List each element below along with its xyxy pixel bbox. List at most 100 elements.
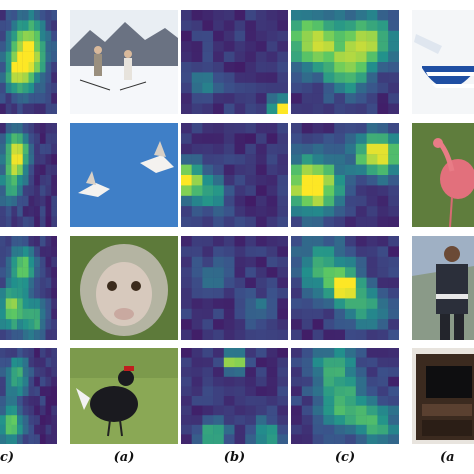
heatmap-cell: [291, 319, 303, 330]
heatmap-cell: [277, 405, 288, 416]
heatmap-cell: [323, 154, 335, 165]
heatmap-cell: [301, 216, 313, 227]
heatmap-cell: [366, 123, 378, 134]
heatmap-cell: [5, 62, 12, 73]
heatmap-cell: [0, 329, 6, 340]
heatmap-cell: [34, 164, 41, 176]
heatmap-cell: [312, 396, 324, 406]
heatmap-cell: [266, 195, 278, 207]
heatmap-cell: [388, 82, 399, 94]
heatmap-cell: [334, 10, 346, 21]
heatmap-cell: [291, 185, 303, 197]
heatmap-cell: [301, 195, 313, 207]
heatmap-cell: [312, 20, 324, 32]
heatmap-cell: [234, 396, 246, 406]
heatmap-cell: [223, 288, 235, 299]
heatmap-cell: [266, 367, 278, 377]
heatmap-cell: [234, 62, 246, 73]
heatmap-cell: [345, 236, 357, 247]
heatmap-cell: [34, 175, 41, 186]
heatmap-cell: [17, 154, 23, 165]
heatmap-cell: [245, 216, 257, 227]
heatmap-cell: [34, 396, 41, 406]
heatmap-cell: [191, 236, 203, 247]
heatmap-cell: [51, 143, 57, 155]
heatmap-cell: [323, 357, 335, 368]
heatmap-cell: [277, 123, 288, 134]
heatmap-cell: [181, 82, 192, 94]
heatmap-cell: [377, 30, 389, 42]
heatmap-cell: [323, 62, 335, 73]
heatmap-cell: [355, 123, 367, 134]
heatmap-cell: [45, 277, 52, 289]
heatmap-cell: [5, 93, 12, 104]
heatmap-cell: [234, 103, 246, 114]
heatmap-cell: [34, 206, 41, 217]
heatmap-cell: [202, 319, 214, 330]
heatmap-cell: [301, 308, 313, 320]
heatmap-cell: [191, 386, 203, 397]
heatmap-cell: [266, 154, 278, 165]
heatmap-cell: [191, 405, 203, 416]
heatmap-cell: [0, 277, 6, 289]
heatmap-cell: [388, 195, 399, 207]
heatmap-cell: [277, 133, 288, 145]
heatmap-cell: [255, 133, 267, 145]
heatmap-cell: [5, 386, 12, 397]
heatmap-grid: [291, 10, 399, 114]
heatmap-cell: [255, 348, 267, 358]
heatmap-cell: [202, 20, 214, 32]
heatmap-cell: [202, 376, 214, 387]
heatmap-cell: [345, 348, 357, 358]
heatmap-cell: [5, 20, 12, 32]
heatmap-cell: [17, 405, 23, 416]
heatmap-cell: [22, 51, 29, 63]
heatmap-cell: [277, 267, 288, 278]
heatmap-cell: [39, 164, 46, 176]
heatmap-cell: [213, 396, 225, 406]
heatmap-cell: [234, 206, 246, 217]
heatmap-cell: [301, 10, 313, 21]
heatmap-cell: [51, 62, 57, 73]
heatmap-cell: [34, 367, 41, 377]
heatmap-cell: [39, 10, 46, 21]
heatmap-cell: [17, 357, 23, 368]
heatmap-cell: [345, 195, 357, 207]
heatmap-cell: [245, 376, 257, 387]
heatmap-cell: [301, 256, 313, 268]
heatmap-cell: [366, 51, 378, 63]
heatmap-cell: [291, 133, 303, 145]
heatmap-cell: [202, 246, 214, 258]
heatmap-cell: [51, 93, 57, 104]
heatmap-cell: [377, 72, 389, 84]
heatmap-cell: [45, 123, 52, 134]
heatmap-cell: [245, 164, 257, 176]
heatmap-cell: [0, 386, 6, 397]
heatmap-cell: [202, 41, 214, 52]
heatmap-cell: [255, 20, 267, 32]
heatmap-cell: [377, 386, 389, 397]
heatmap-cell: [323, 396, 335, 406]
heatmap-cell: [0, 123, 6, 134]
heatmap-cell: [234, 10, 246, 21]
heatmap-cell: [301, 123, 313, 134]
heatmap-cell: [334, 386, 346, 397]
heatmap-cell: [191, 185, 203, 197]
heatmap-cell: [234, 288, 246, 299]
heatmap-cell: [388, 277, 399, 289]
heatmap-cell: [5, 51, 12, 63]
heatmap-cell: [45, 298, 52, 310]
heatmap-cell: [323, 82, 335, 94]
heatmap-cell: [312, 175, 324, 186]
heatmap-r0-c2: [181, 10, 288, 114]
heatmap-cell: [266, 396, 278, 406]
heatmap-cell: [301, 103, 313, 114]
heatmap-cell: [223, 236, 235, 247]
heatmap-cell: [377, 10, 389, 21]
heatmap-grid: [291, 236, 399, 340]
heatmap-cell: [388, 246, 399, 258]
heatmap-cell: [213, 123, 225, 134]
heatmap-cell: [266, 298, 278, 310]
heatmap-cell: [245, 185, 257, 197]
heatmap-cell: [223, 206, 235, 217]
